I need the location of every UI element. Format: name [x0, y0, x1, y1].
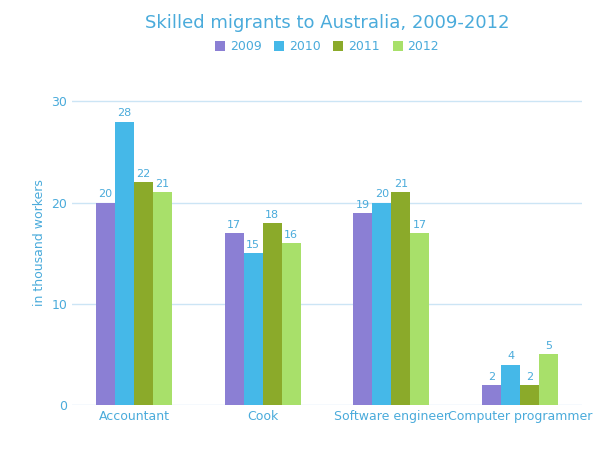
- Text: 19: 19: [356, 200, 370, 210]
- Text: 2: 2: [526, 372, 533, 382]
- Y-axis label: in thousand workers: in thousand workers: [33, 180, 46, 306]
- Bar: [263, 223, 282, 405]
- Text: 17: 17: [227, 220, 241, 230]
- Text: 17: 17: [413, 220, 427, 230]
- Text: 20: 20: [375, 189, 389, 199]
- Bar: [282, 243, 301, 405]
- Text: 4: 4: [507, 351, 514, 361]
- Bar: [224, 233, 244, 405]
- Bar: [501, 364, 520, 405]
- Text: 18: 18: [265, 210, 279, 220]
- Bar: [244, 253, 263, 405]
- Text: 2: 2: [488, 372, 495, 382]
- Bar: [410, 233, 430, 405]
- Bar: [353, 213, 372, 405]
- Bar: [539, 355, 558, 405]
- Text: 21: 21: [155, 180, 170, 189]
- Bar: [520, 385, 539, 405]
- Text: 20: 20: [98, 189, 112, 199]
- Bar: [153, 193, 172, 405]
- Text: 15: 15: [246, 240, 260, 250]
- Title: Skilled migrants to Australia, 2009-2012: Skilled migrants to Australia, 2009-2012: [145, 14, 509, 32]
- Bar: [372, 202, 391, 405]
- Bar: [96, 202, 115, 405]
- Bar: [482, 385, 501, 405]
- Text: 22: 22: [136, 169, 151, 179]
- Text: 5: 5: [545, 342, 552, 351]
- Bar: [134, 182, 153, 405]
- Text: 21: 21: [394, 180, 408, 189]
- Bar: [115, 122, 134, 405]
- Text: 16: 16: [284, 230, 298, 240]
- Bar: [391, 193, 410, 405]
- Text: 28: 28: [118, 108, 131, 118]
- Legend: 2009, 2010, 2011, 2012: 2009, 2010, 2011, 2012: [210, 36, 444, 58]
